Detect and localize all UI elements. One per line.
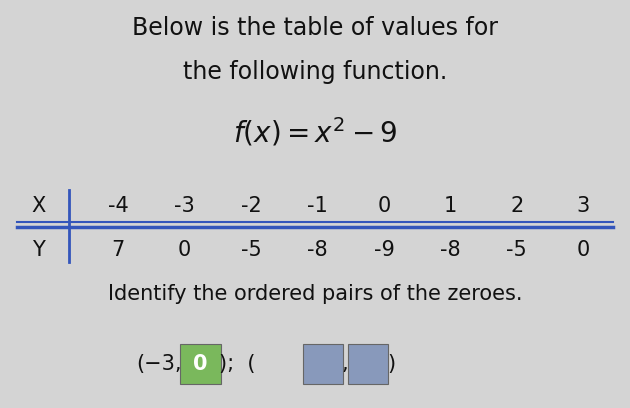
Text: 0: 0	[377, 196, 391, 216]
Text: -5: -5	[507, 240, 527, 260]
Text: -9: -9	[374, 240, 394, 260]
FancyBboxPatch shape	[302, 344, 343, 384]
Text: 0: 0	[178, 240, 192, 260]
Text: Below is the table of values for: Below is the table of values for	[132, 16, 498, 40]
Text: (−3,: (−3,	[136, 354, 181, 374]
Text: -8: -8	[307, 240, 328, 260]
Text: -5: -5	[241, 240, 261, 260]
Text: ,: ,	[341, 354, 348, 374]
Text: Identify the ordered pairs of the zeroes.: Identify the ordered pairs of the zeroes…	[108, 284, 522, 304]
Text: $f(x) = x^2 - 9$: $f(x) = x^2 - 9$	[232, 116, 398, 149]
Text: 7: 7	[112, 240, 125, 260]
Text: -8: -8	[440, 240, 461, 260]
Text: -3: -3	[175, 196, 195, 216]
Text: 0: 0	[193, 354, 207, 374]
Text: -4: -4	[108, 196, 129, 216]
Text: );  (: ); (	[219, 354, 255, 374]
Text: Y: Y	[32, 240, 45, 260]
FancyBboxPatch shape	[348, 344, 388, 384]
Text: ): )	[387, 354, 395, 374]
FancyBboxPatch shape	[180, 344, 220, 384]
Text: 1: 1	[444, 196, 457, 216]
Text: -2: -2	[241, 196, 261, 216]
Text: 0: 0	[576, 240, 590, 260]
Text: the following function.: the following function.	[183, 60, 447, 84]
Text: -1: -1	[307, 196, 328, 216]
Text: 2: 2	[510, 196, 524, 216]
Text: 3: 3	[576, 196, 590, 216]
Text: X: X	[32, 196, 45, 216]
